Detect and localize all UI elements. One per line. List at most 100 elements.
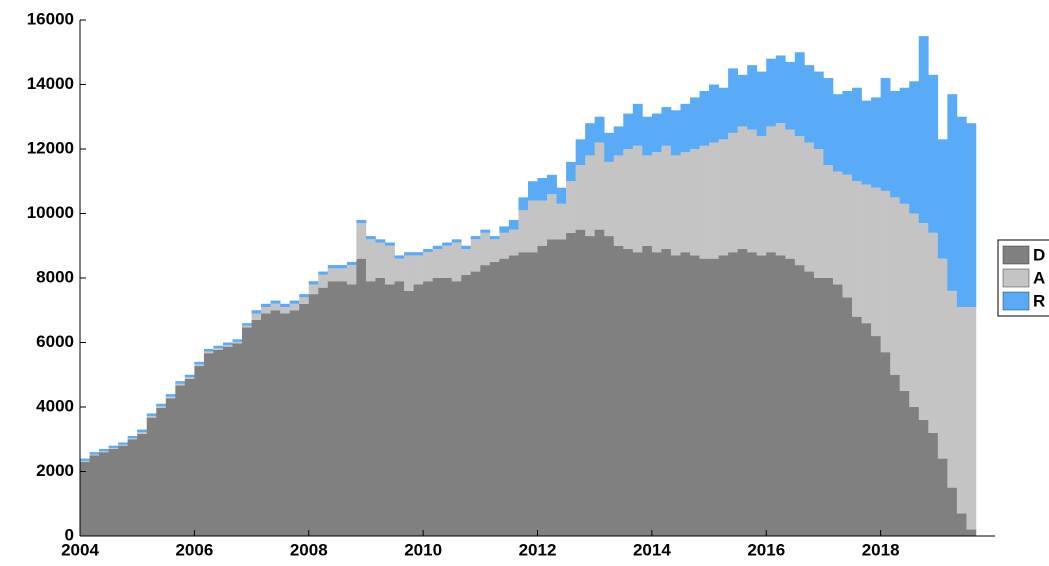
- bar-segment: [928, 432, 939, 536]
- bar-segment: [747, 129, 758, 253]
- bar-segment: [461, 274, 472, 536]
- bar-segment: [499, 226, 510, 233]
- bar-segment: [327, 265, 338, 269]
- bar-segment: [966, 307, 977, 530]
- bar-segment: [280, 307, 291, 314]
- bar-segment: [404, 252, 414, 256]
- bar-segment: [308, 281, 319, 285]
- bar-segment: [394, 281, 405, 536]
- bar-segment: [642, 155, 653, 246]
- bar-segment: [909, 81, 920, 214]
- bar-segment: [842, 90, 853, 175]
- bar-segment: [785, 258, 796, 536]
- bar-segment: [756, 255, 767, 537]
- bar-segment: [852, 316, 862, 536]
- bar-segment: [756, 136, 767, 256]
- bar-segment: [299, 294, 310, 298]
- bar-segment: [108, 445, 119, 448]
- x-tick-label: 2016: [747, 540, 785, 559]
- bar-segment: [871, 336, 881, 536]
- bar-segment: [823, 165, 834, 278]
- bar-segment: [184, 374, 195, 378]
- bar-segment: [318, 274, 329, 288]
- bar-segment: [556, 203, 567, 240]
- bar-segment: [880, 190, 891, 353]
- legend-label: A: [1033, 268, 1045, 287]
- bar-segment: [251, 313, 262, 320]
- bar-segment: [871, 187, 881, 337]
- y-tick-label: 16000: [27, 9, 74, 28]
- legend-swatch: [1002, 245, 1030, 265]
- bar-segment: [909, 213, 920, 407]
- bar-segment: [375, 239, 386, 243]
- bar-segment: [470, 239, 481, 272]
- bar-segment: [327, 281, 338, 536]
- bar-segment: [947, 290, 958, 488]
- x-tick-label: 2010: [404, 540, 442, 559]
- bar-segment: [108, 447, 119, 449]
- legend-label: R: [1033, 291, 1045, 310]
- bar-segment: [937, 139, 948, 259]
- bar-segment: [699, 258, 710, 536]
- legend-swatch: [1002, 291, 1030, 311]
- bar-segment: [165, 396, 176, 399]
- bar-segment: [470, 236, 481, 240]
- bar-segment: [613, 126, 624, 156]
- bar-segment: [213, 345, 224, 349]
- bar-segment: [766, 126, 777, 253]
- bar-segment: [261, 313, 271, 536]
- bar-segment: [518, 197, 529, 211]
- x-tick-label: 2018: [862, 540, 900, 559]
- bar-segment: [947, 487, 958, 536]
- bar-segment: [423, 281, 433, 536]
- bar-segment: [394, 255, 405, 259]
- bar-segment: [594, 229, 605, 536]
- bar-segment: [508, 255, 519, 537]
- bar-segment: [804, 271, 815, 536]
- bar-segment: [489, 236, 500, 240]
- bar-segment: [423, 248, 433, 253]
- bar-segment: [242, 323, 252, 326]
- bar-segment: [842, 174, 853, 298]
- bar-segment: [690, 97, 700, 149]
- bar-segment: [890, 197, 901, 375]
- bar-segment: [89, 455, 100, 536]
- bar-segment: [661, 248, 672, 536]
- bar-segment: [118, 444, 128, 446]
- bar-segment: [242, 325, 252, 328]
- bar-segment: [242, 327, 252, 536]
- bar-segment: [432, 248, 443, 278]
- bar-segment: [537, 178, 548, 201]
- bar-segment: [508, 229, 519, 256]
- bar-segment: [480, 265, 491, 536]
- bar-segment: [813, 149, 824, 278]
- bar-segment: [499, 258, 510, 536]
- bar-segment: [489, 261, 500, 536]
- bar-segment: [956, 307, 967, 514]
- bar-segment: [299, 303, 310, 536]
- bar-segment: [680, 152, 691, 253]
- y-tick-label: 12000: [27, 138, 74, 157]
- bar-segment: [232, 343, 243, 536]
- bar-segment: [146, 416, 157, 418]
- bar-segment: [270, 310, 281, 536]
- bar-segment: [794, 52, 805, 137]
- bar-segment: [766, 58, 777, 127]
- bar-segment: [146, 413, 157, 417]
- bar-segment: [632, 252, 643, 536]
- bar-segment: [899, 87, 910, 204]
- bar-segment: [480, 232, 491, 266]
- bar-segment: [384, 242, 395, 246]
- bar-segment: [470, 271, 481, 536]
- bar-segment: [365, 236, 376, 240]
- bar-segment: [280, 313, 291, 536]
- bar-segment: [832, 94, 843, 172]
- bar-segment: [918, 36, 929, 224]
- bar-segment: [375, 242, 386, 278]
- bar-segment: [937, 458, 948, 536]
- bar-segment: [451, 242, 462, 282]
- bar-segment: [508, 219, 519, 230]
- bar-segment: [318, 287, 329, 536]
